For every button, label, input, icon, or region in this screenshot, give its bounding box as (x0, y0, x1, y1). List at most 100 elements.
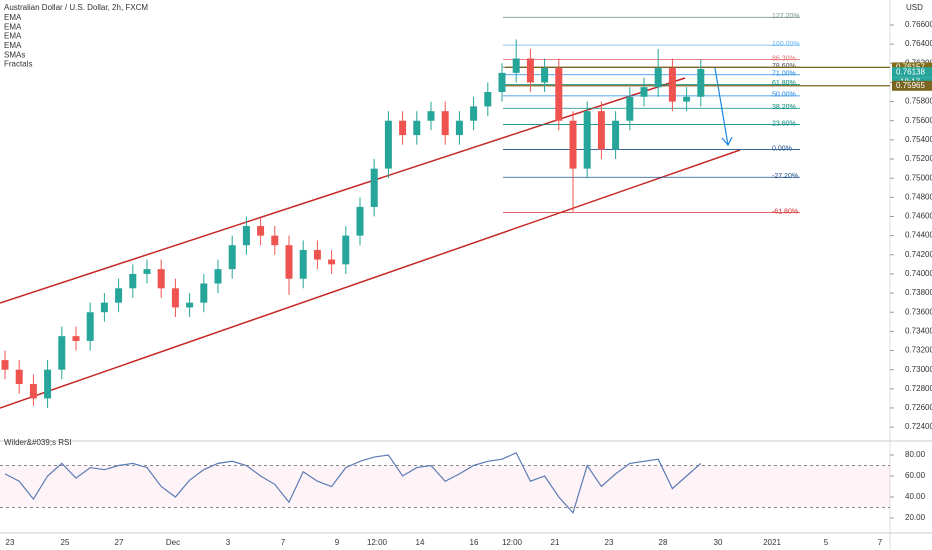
candle-body (668, 68, 676, 102)
candle-body (498, 72, 506, 93)
y-tick-label: 0.75000 (905, 173, 932, 182)
candle-body (654, 68, 662, 88)
candle-body (526, 58, 534, 83)
y-tick-label: 0.74800 (905, 192, 932, 201)
rsi-tick-label: 40.00 (905, 492, 926, 501)
rsi-tick-label: 20.00 (905, 513, 926, 522)
candle-body (285, 245, 293, 279)
y-tick-label: 0.74400 (905, 231, 932, 240)
candle-body (356, 206, 364, 236)
channel-lower (0, 149, 741, 409)
candle-body (29, 384, 37, 399)
candle-body (640, 87, 648, 97)
price-tag-label: 0.76157 (896, 63, 925, 72)
fib-label: 0.00% (772, 145, 792, 152)
candle-body (242, 226, 250, 246)
x-tick-label: 30 (714, 538, 723, 547)
candle-body (271, 235, 279, 246)
candle-body (597, 111, 605, 150)
y-tick-label: 0.73600 (905, 307, 932, 316)
candle-body (683, 96, 691, 102)
y-tick-label: 0.75600 (905, 116, 932, 125)
x-tick-label: 2021 (763, 538, 781, 547)
candle-body (370, 168, 378, 207)
candle-body (384, 120, 392, 169)
x-tick-label: 3 (226, 538, 231, 547)
y-tick-label: 0.74200 (905, 250, 932, 259)
candle-body (541, 68, 549, 83)
candle-body (569, 120, 577, 169)
candle-body (484, 92, 492, 107)
candle-body (583, 111, 591, 169)
candle-body (58, 336, 66, 370)
y-tick-label: 0.73200 (905, 346, 932, 355)
rsi-tick-label: 80.00 (905, 450, 926, 459)
x-tick-label: 14 (416, 538, 425, 547)
fib-label: 127.20% (772, 13, 800, 20)
x-tick-label: 16 (470, 538, 479, 547)
y-tick-label: 0.73800 (905, 288, 932, 297)
indicator-label: EMA (4, 13, 22, 22)
candle-body (100, 302, 108, 313)
candle-body (72, 336, 80, 341)
indicator-label: EMA (4, 41, 22, 50)
fib-label: 23.60% (772, 120, 796, 127)
x-tick-label: 28 (659, 538, 668, 547)
x-tick-label: Dec (166, 538, 180, 547)
candle-body (455, 120, 463, 136)
candle-body (228, 245, 236, 270)
fib-label: 78.60% (772, 63, 796, 70)
rsi-line (4, 452, 702, 514)
fib-label: 38.20% (772, 104, 796, 111)
indicator-label: Fractals (4, 60, 32, 69)
fib-label: 86.30% (772, 55, 796, 62)
candle-body (512, 58, 520, 73)
price-tag-label: 0.75965 (896, 81, 925, 90)
channel-upper (0, 77, 686, 304)
indicator-label: EMA (4, 32, 22, 41)
candle-body (626, 96, 634, 121)
indicator-label: SMAs (4, 50, 25, 59)
candle-body (328, 259, 336, 265)
x-tick-label: 27 (115, 538, 124, 547)
y-tick-label: 0.75800 (905, 97, 932, 106)
candle-body (86, 312, 94, 341)
candle-body (299, 249, 307, 279)
x-tick-label: 23 (605, 538, 614, 547)
candle-body (427, 111, 435, 121)
candle-body (1, 360, 9, 370)
x-tick-label: 12:00 (367, 538, 388, 547)
x-tick-label: 23 (6, 538, 15, 547)
price-tag (892, 80, 932, 91)
y-tick-label: 0.72600 (905, 403, 932, 412)
candle-body (44, 369, 52, 399)
candle-body (697, 69, 705, 97)
x-tick-label: 25 (61, 538, 70, 547)
x-tick-label: 7 (878, 538, 883, 547)
candle-body (342, 235, 350, 265)
y-tick-label: 0.76400 (905, 39, 932, 48)
y-tick-label: 0.73400 (905, 326, 932, 335)
candle-body (399, 120, 407, 136)
x-tick-label: 9 (335, 538, 340, 547)
fib-label: 71.00% (772, 71, 796, 78)
candle-body (555, 68, 563, 121)
candle-body (214, 269, 222, 284)
y-tick-label: 0.76600 (905, 20, 932, 29)
fib-label: -61.80% (772, 208, 798, 215)
fib-label: 100.00% (772, 41, 800, 48)
chart-title: Australian Dollar / U.S. Dollar, 2h, FXC… (4, 3, 148, 12)
candle-body (171, 288, 179, 308)
price-tag (892, 67, 932, 78)
price-tag-label: 0.76138 (896, 67, 925, 76)
fib-label: 50.00% (772, 92, 796, 99)
y-tick-label: 0.74000 (905, 269, 932, 278)
fib-label: 61.80% (772, 80, 796, 87)
y-tick-label: 0.72400 (905, 422, 932, 431)
candle-body (143, 269, 151, 274)
candle-body (15, 369, 23, 385)
candle-body (129, 273, 137, 289)
y-tick-label: 0.75200 (905, 154, 932, 163)
